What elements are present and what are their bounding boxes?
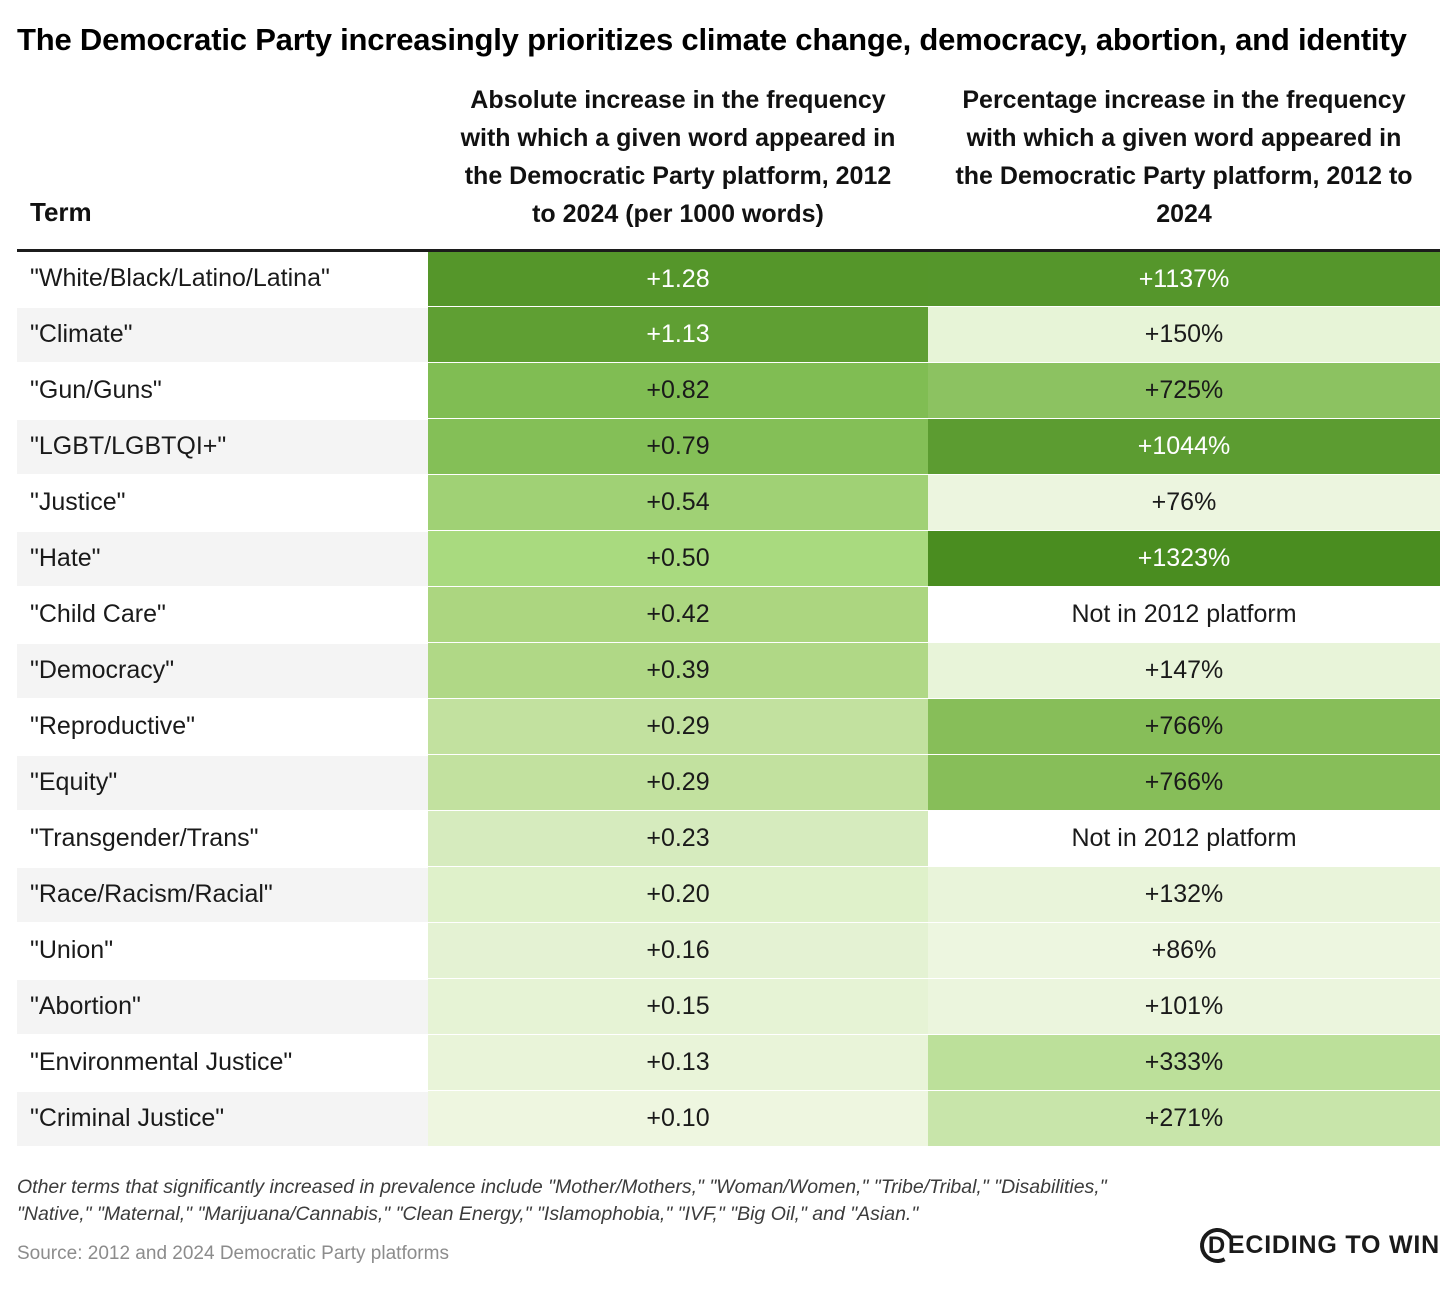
table-row: "Equity" +0.29 +766% bbox=[17, 753, 1440, 811]
table-row: "White/Black/Latino/Latina" +1.28 +1137% bbox=[17, 249, 1440, 307]
logo-letter: D bbox=[1208, 1230, 1227, 1258]
table-row: "Reproductive" +0.29 +766% bbox=[17, 697, 1440, 755]
absolute-value-cell: +0.16 bbox=[428, 922, 928, 979]
term-cell: "Reproductive" bbox=[17, 697, 428, 755]
percent-value-cell: +1044% bbox=[928, 418, 1440, 475]
absolute-value-cell: +0.79 bbox=[428, 418, 928, 475]
source-text: Source: 2012 and 2024 Democratic Party p… bbox=[17, 1242, 449, 1264]
absolute-value-cell: +0.54 bbox=[428, 474, 928, 531]
header-row: Term Absolute increase in the frequency … bbox=[17, 81, 1440, 251]
percent-value-cell: +147% bbox=[928, 642, 1440, 699]
term-cell: "LGBT/LGBTQI+" bbox=[17, 417, 428, 475]
absolute-value-cell: +0.42 bbox=[428, 586, 928, 643]
percent-value-cell: +766% bbox=[928, 754, 1440, 811]
term-cell: "Union" bbox=[17, 921, 428, 979]
page: The Democratic Party increasingly priori… bbox=[17, 22, 1440, 1268]
term-cell: "Democracy" bbox=[17, 641, 428, 699]
absolute-value-cell: +0.50 bbox=[428, 530, 928, 587]
table-row: "Child Care" +0.42 Not in 2012 platform bbox=[17, 585, 1440, 643]
footer: Other terms that significantly increased… bbox=[17, 1174, 1440, 1268]
column-header-percentage-increase: Percentage increase in the frequency wit… bbox=[955, 85, 1413, 228]
percent-value-cell: +101% bbox=[928, 978, 1440, 1035]
term-cell: "Child Care" bbox=[17, 585, 428, 643]
logo-text: ECIDING TO WIN bbox=[1227, 1230, 1440, 1259]
absolute-value-cell: +1.13 bbox=[428, 306, 928, 363]
term-cell: "Justice" bbox=[17, 473, 428, 531]
term-cell: "Abortion" bbox=[17, 977, 428, 1035]
absolute-value-cell: +0.23 bbox=[428, 810, 928, 867]
term-cell: "Climate" bbox=[17, 305, 428, 363]
heatmap-table: Term Absolute increase in the frequency … bbox=[17, 81, 1440, 1146]
absolute-value-cell: +0.29 bbox=[428, 754, 928, 811]
table-row: "Abortion" +0.15 +101% bbox=[17, 977, 1440, 1035]
percent-value-cell: +86% bbox=[928, 922, 1440, 979]
footnote-text: Other terms that significantly increased… bbox=[17, 1175, 1107, 1226]
percent-value-cell: +1323% bbox=[928, 530, 1440, 587]
table-row: "Race/Racism/Racial" +0.20 +132% bbox=[17, 865, 1440, 923]
percent-value-cell: Not in 2012 platform bbox=[928, 586, 1440, 643]
percent-value-cell: +725% bbox=[928, 362, 1440, 419]
absolute-value-cell: +1.28 bbox=[428, 249, 928, 307]
table-row: "Environmental Justice" +0.13 +333% bbox=[17, 1033, 1440, 1091]
column-header-absolute-increase: Absolute increase in the frequency with … bbox=[460, 85, 896, 228]
percent-value-cell: +150% bbox=[928, 306, 1440, 363]
page-title: The Democratic Party increasingly priori… bbox=[17, 22, 1407, 57]
table-row: "Criminal Justice" +0.10 +271% bbox=[17, 1089, 1440, 1146]
column-header-term: Term bbox=[30, 197, 92, 228]
percent-value-cell: +1137% bbox=[928, 249, 1440, 307]
term-cell: "White/Black/Latino/Latina" bbox=[17, 249, 428, 307]
absolute-value-cell: +0.29 bbox=[428, 698, 928, 755]
percent-value-cell: +766% bbox=[928, 698, 1440, 755]
table-row: "Union" +0.16 +86% bbox=[17, 921, 1440, 979]
table-row: "Justice" +0.54 +76% bbox=[17, 473, 1440, 531]
absolute-value-cell: +0.39 bbox=[428, 642, 928, 699]
percent-value-cell: +333% bbox=[928, 1034, 1440, 1091]
term-cell: "Environmental Justice" bbox=[17, 1033, 428, 1091]
percent-value-cell: +76% bbox=[928, 474, 1440, 531]
table-row: "Transgender/Trans" +0.23 Not in 2012 pl… bbox=[17, 809, 1440, 867]
term-cell: "Hate" bbox=[17, 529, 428, 587]
table-row: "Democracy" +0.39 +147% bbox=[17, 641, 1440, 699]
percent-value-cell: +132% bbox=[928, 866, 1440, 923]
table-row: "Gun/Guns" +0.82 +725% bbox=[17, 361, 1440, 419]
term-cell: "Criminal Justice" bbox=[17, 1089, 428, 1146]
absolute-value-cell: +0.13 bbox=[428, 1034, 928, 1091]
percent-value-cell: Not in 2012 platform bbox=[928, 810, 1440, 867]
absolute-value-cell: +0.20 bbox=[428, 866, 928, 923]
term-cell: "Gun/Guns" bbox=[17, 361, 428, 419]
notes-block: Other terms that significantly increased… bbox=[17, 1174, 1157, 1265]
percent-value-cell: +271% bbox=[928, 1090, 1440, 1146]
table-row: "LGBT/LGBTQI+" +0.79 +1044% bbox=[17, 417, 1440, 475]
table-row: "Climate" +1.13 +150% bbox=[17, 305, 1440, 363]
table-row: "Hate" +0.50 +1323% bbox=[17, 529, 1440, 587]
absolute-value-cell: +0.15 bbox=[428, 978, 928, 1035]
term-cell: "Equity" bbox=[17, 753, 428, 811]
absolute-value-cell: +0.10 bbox=[428, 1090, 928, 1146]
deciding-to-win-logo: D ECIDING TO WIN bbox=[1195, 1222, 1440, 1268]
term-cell: "Transgender/Trans" bbox=[17, 809, 428, 867]
absolute-value-cell: +0.82 bbox=[428, 362, 928, 419]
term-cell: "Race/Racism/Racial" bbox=[17, 865, 428, 923]
